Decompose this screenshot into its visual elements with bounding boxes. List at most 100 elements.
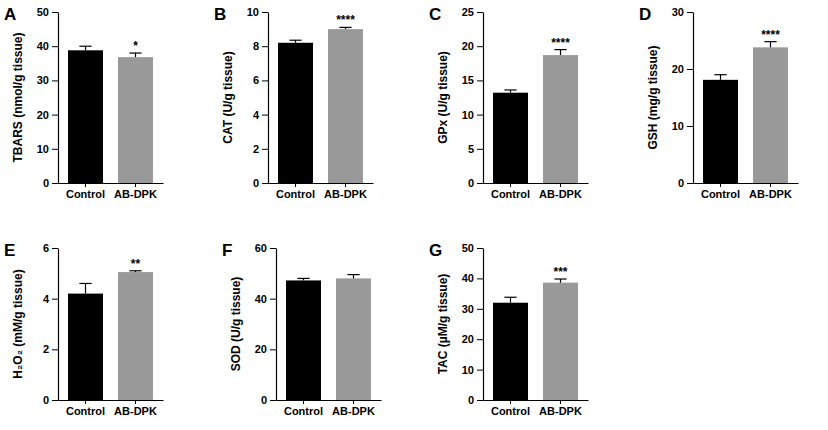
significance: **** — [551, 36, 570, 50]
axis-line — [269, 183, 374, 184]
tick-mark — [720, 183, 721, 187]
y-tick: 50 — [462, 242, 483, 254]
y-axis-title: H₂O₂ (mM/g tissue) — [11, 269, 25, 378]
tick-mark — [270, 400, 276, 401]
tick-mark — [510, 400, 511, 404]
tick-mark — [477, 183, 483, 184]
bar — [118, 272, 153, 400]
y-tick: 10 — [462, 109, 483, 121]
tick-label: 6 — [43, 242, 49, 254]
tick-mark — [477, 80, 483, 81]
significance: **** — [336, 13, 355, 27]
tick-label: 5 — [468, 143, 474, 155]
tick-mark — [85, 400, 86, 404]
tick-label: Control — [276, 188, 315, 200]
error-line — [510, 297, 511, 302]
y-tick: 20 — [462, 333, 483, 345]
y-tick: 40 — [255, 293, 276, 305]
axis-line — [484, 400, 589, 401]
y-tick: 50 — [37, 6, 58, 18]
x-tick: Control — [66, 400, 105, 417]
tick-mark — [510, 183, 511, 187]
tick-label: 10 — [672, 120, 684, 132]
tick-label: Control — [66, 188, 105, 200]
tick-label: 40 — [255, 293, 267, 305]
tick-mark — [52, 183, 58, 184]
y-tick: 8 — [253, 40, 268, 52]
y-axis-title: GPx (U/g tissue) — [436, 51, 450, 144]
y-tick: 15 — [462, 74, 483, 86]
axis-line — [483, 249, 484, 401]
tick-label: Control — [701, 188, 740, 200]
plot-area — [493, 50, 578, 183]
tick-label: 25 — [462, 6, 474, 18]
y-tick: 6 — [253, 74, 268, 86]
x-tick: Control — [66, 183, 105, 200]
x-tick: Control — [491, 400, 530, 417]
tick-label: 30 — [672, 6, 684, 18]
tick-label: AB-DPK — [332, 405, 375, 417]
bar — [328, 29, 363, 183]
plot-area — [286, 275, 371, 400]
error-bar — [347, 275, 359, 279]
x-tick: AB-DPK — [332, 400, 375, 417]
tick-mark — [477, 46, 483, 47]
tick-label: 20 — [462, 333, 474, 345]
tick-label: 20 — [462, 40, 474, 52]
significance: ** — [131, 257, 141, 271]
error-bar — [504, 90, 516, 93]
panel: 0246810ControlAB-DPKCAT (U/g tissue)B***… — [214, 5, 374, 200]
tick-label: 30 — [462, 303, 474, 315]
bar — [68, 294, 103, 400]
tick-label: 20 — [255, 343, 267, 355]
axis-line — [59, 183, 164, 184]
tick-mark — [303, 400, 304, 404]
tick-label: 0 — [261, 394, 267, 406]
tick-mark — [270, 299, 276, 300]
y-axis: 01020304050 — [37, 6, 59, 189]
tick-mark — [687, 69, 693, 70]
axis-line — [693, 13, 694, 184]
tick-label: 15 — [462, 74, 474, 86]
tick-mark — [52, 80, 58, 81]
panel: 01020304050ControlAB-DPKTAC (µM/g tissue… — [429, 241, 589, 417]
y-axis: 0246810 — [247, 6, 269, 189]
y-tick: 5 — [468, 143, 483, 155]
tick-label: 4 — [43, 293, 50, 305]
x-tick: AB-DPK — [114, 183, 157, 200]
bar — [278, 43, 313, 183]
panel-label: C — [429, 5, 441, 24]
panel-label: G — [429, 241, 442, 260]
tick-mark — [477, 149, 483, 150]
figure: 01020304050ControlAB-DPKTBARS (nmol/g ti… — [0, 0, 828, 430]
y-tick: 10 — [247, 6, 268, 18]
axis-line — [59, 400, 164, 401]
tick-label: 20 — [672, 63, 684, 75]
panel-label: D — [639, 5, 651, 24]
error-line — [770, 42, 771, 48]
error-bar — [339, 27, 351, 29]
tick-mark — [262, 12, 268, 13]
y-tick: 0 — [43, 177, 58, 189]
bar — [286, 280, 321, 400]
y-tick: 25 — [462, 6, 483, 18]
bar — [543, 283, 578, 400]
y-tick: 30 — [37, 74, 58, 86]
plot-area — [703, 42, 788, 183]
error-line — [560, 50, 561, 55]
error-cap — [504, 297, 516, 298]
panel-label: F — [222, 241, 232, 260]
y-tick: 2 — [43, 343, 58, 355]
tick-label: 40 — [462, 272, 474, 284]
tick-label: 6 — [253, 74, 259, 86]
tick-mark — [52, 400, 58, 401]
panel-label: B — [214, 5, 226, 24]
x-tick: AB-DPK — [749, 183, 792, 200]
panel: 0246ControlAB-DPKH₂O₂ (mM/g tissue)E** — [4, 241, 164, 417]
y-tick: 0 — [468, 177, 483, 189]
tick-label: 10 — [462, 364, 474, 376]
bar — [753, 47, 788, 183]
y-tick: 10 — [37, 143, 58, 155]
y-tick: 20 — [462, 40, 483, 52]
tick-label: AB-DPK — [114, 405, 157, 417]
